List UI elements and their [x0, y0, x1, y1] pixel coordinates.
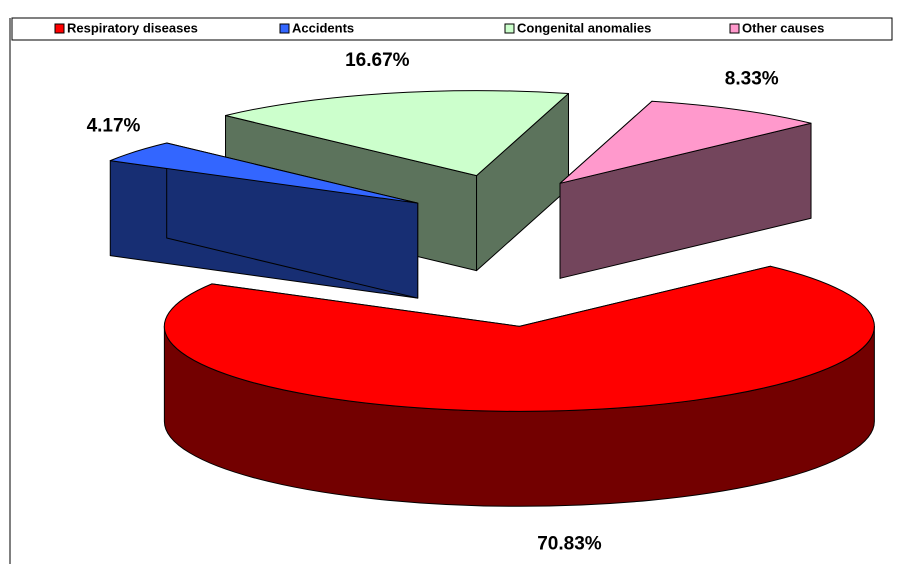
slice: [163, 265, 875, 412]
data-label: 4.17%: [87, 115, 141, 136]
legend-box: [11, 17, 893, 41]
legend: Respiratory diseases Accidents Congenital …: [54, 20, 824, 35]
legend-label: Congenital anomalies: [517, 20, 651, 35]
legend-label: Accidents: [292, 20, 354, 35]
slice: [559, 100, 812, 184]
slice: [109, 142, 419, 204]
legend-label: Respiratory diseases: [67, 20, 198, 35]
legend-swatch: [279, 23, 290, 34]
legend-swatch: [504, 23, 515, 34]
legend-label: Other causes: [742, 20, 824, 35]
data-label: 8.33%: [725, 68, 779, 89]
pie: 70.83% 4.17% 16.67% 8.33%: [87, 50, 875, 555]
data-label: 70.83%: [537, 534, 602, 555]
legend-swatch: [54, 23, 65, 34]
slice: [225, 90, 569, 177]
legend-swatch: [729, 23, 740, 34]
data-label: 16.67%: [345, 50, 410, 71]
